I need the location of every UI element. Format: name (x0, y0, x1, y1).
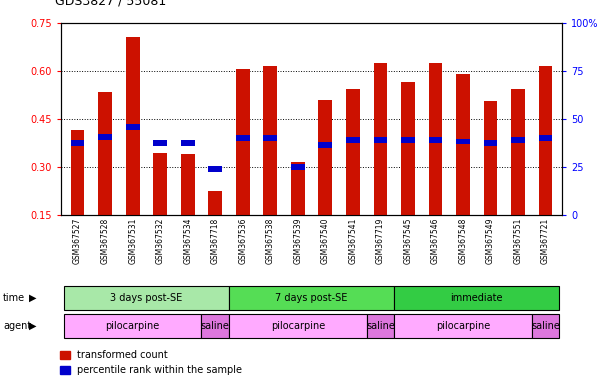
Text: saline: saline (531, 321, 560, 331)
Bar (456, 74, 470, 215)
Bar (236, 136, 250, 141)
Bar (263, 136, 277, 141)
Bar (428, 63, 442, 215)
Legend: transformed count, percentile rank within the sample: transformed count, percentile rank withi… (60, 351, 243, 375)
Bar (71, 140, 84, 146)
Bar (373, 137, 387, 143)
Bar (318, 142, 332, 147)
Bar (98, 134, 112, 139)
Bar (318, 100, 332, 215)
Bar (153, 153, 167, 215)
Bar (291, 162, 305, 215)
Bar (401, 137, 415, 143)
Bar (71, 130, 84, 215)
Text: saline: saline (366, 321, 395, 331)
Bar (153, 140, 167, 146)
Bar (456, 139, 470, 144)
Bar (428, 137, 442, 143)
Bar (126, 124, 139, 130)
Bar (367, 314, 394, 338)
Bar (181, 140, 195, 146)
Bar (229, 314, 367, 338)
Bar (181, 154, 195, 215)
Bar (229, 286, 394, 310)
Text: pilocarpine: pilocarpine (436, 321, 490, 331)
Text: time: time (3, 293, 25, 303)
Bar (394, 314, 532, 338)
Bar (64, 286, 229, 310)
Bar (98, 92, 112, 215)
Bar (291, 164, 305, 170)
Bar (394, 286, 559, 310)
Bar (208, 166, 222, 172)
Bar (346, 89, 360, 215)
Bar (236, 70, 250, 215)
Bar (373, 63, 387, 215)
Bar (511, 137, 525, 143)
Bar (64, 314, 202, 338)
Bar (208, 191, 222, 215)
Bar (539, 66, 552, 215)
Text: ▶: ▶ (29, 321, 37, 331)
Text: agent: agent (3, 321, 31, 331)
Text: ▶: ▶ (29, 293, 37, 303)
Bar (346, 137, 360, 143)
Bar (202, 314, 229, 338)
Bar (539, 136, 552, 141)
Text: 3 days post-SE: 3 days post-SE (111, 293, 183, 303)
Bar (401, 82, 415, 215)
Text: pilocarpine: pilocarpine (106, 321, 160, 331)
Text: 7 days post-SE: 7 days post-SE (276, 293, 348, 303)
Text: immediate: immediate (450, 293, 503, 303)
Bar (263, 66, 277, 215)
Text: saline: saline (201, 321, 230, 331)
Bar (484, 101, 497, 215)
Bar (511, 89, 525, 215)
Text: pilocarpine: pilocarpine (271, 321, 325, 331)
Bar (126, 38, 139, 215)
Bar (484, 140, 497, 146)
Text: GDS3827 / 55081: GDS3827 / 55081 (55, 0, 166, 8)
Bar (532, 314, 559, 338)
